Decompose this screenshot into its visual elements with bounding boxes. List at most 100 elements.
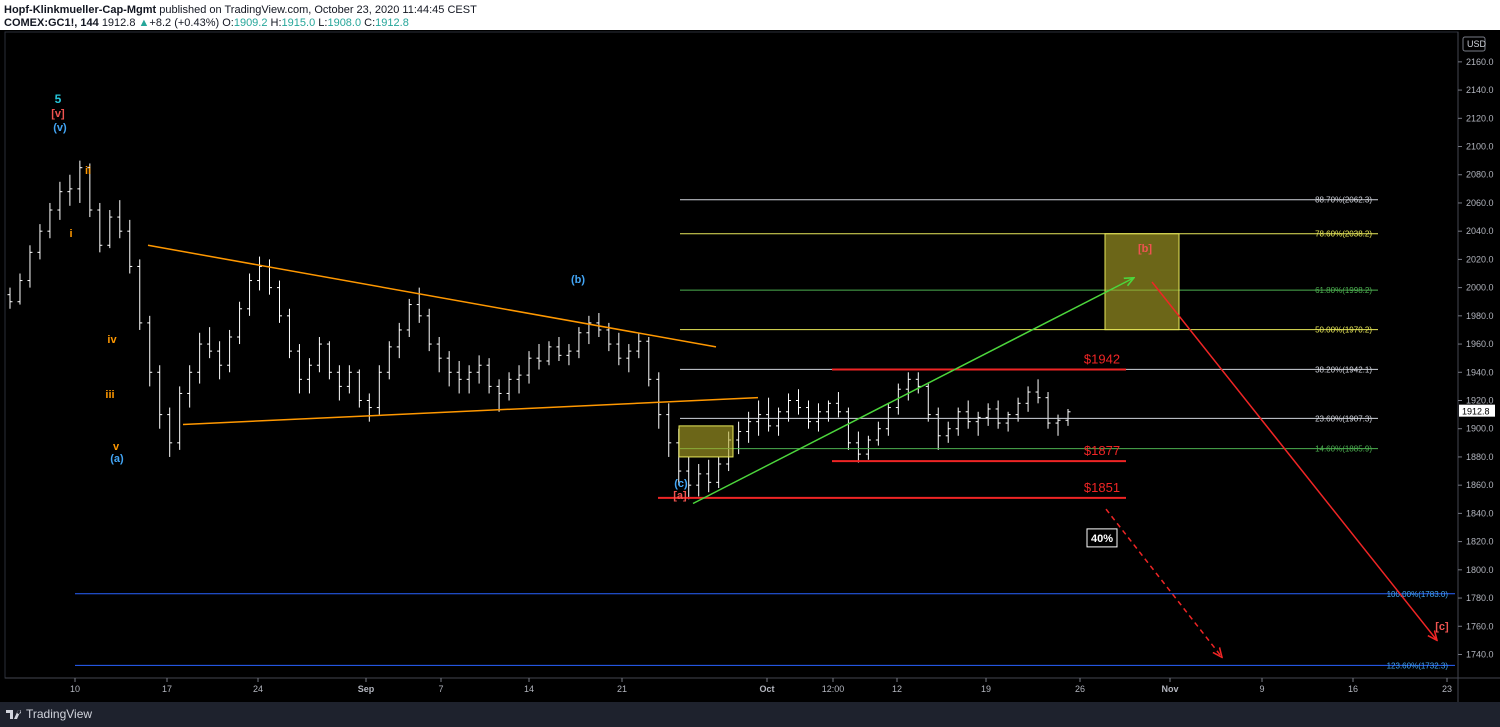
fib-level-label: 100.00%(1783.0) [1387, 590, 1449, 599]
candle [1045, 392, 1051, 429]
time-tick-label: 23 [1442, 684, 1452, 694]
fib-level-label: 78.60%(2038.2) [1315, 230, 1372, 239]
price-tick-label: 1880.0 [1466, 452, 1494, 462]
candle [346, 365, 352, 394]
candle [167, 407, 173, 457]
price-tick-label: 1940.0 [1466, 367, 1494, 377]
candle [596, 313, 602, 338]
last-price-tag-label: 1912.8 [1462, 407, 1490, 417]
probability-label: 40% [1091, 533, 1113, 545]
candle [935, 407, 941, 450]
candle [396, 322, 402, 359]
time-tick-label: Sep [358, 684, 375, 694]
candle [336, 365, 342, 401]
time-tick-label: 26 [1075, 684, 1085, 694]
fib-level-label: 23.60%(1907.3) [1315, 414, 1372, 423]
candle [526, 351, 532, 384]
candle [296, 344, 302, 394]
wave-label: (c) [674, 478, 688, 490]
open-value: 1909.2 [233, 17, 268, 29]
triangle-lower-line [182, 396, 759, 426]
candle [47, 202, 53, 239]
candle [516, 365, 522, 394]
candle [97, 202, 103, 253]
chart-area[interactable]: 88.70%(2062.3) 78.60%(2038.2) 61.80%(1998.… [0, 30, 1500, 702]
wave-label: v [113, 441, 120, 453]
price-tick-label: 1980.0 [1466, 311, 1494, 321]
price-chart[interactable]: 88.70%(2062.3) 78.60%(2038.2) 61.80%(1998.… [0, 30, 1500, 702]
candle [845, 407, 851, 450]
price-tick-label: 1860.0 [1466, 480, 1494, 490]
candle [446, 351, 452, 387]
candle [995, 400, 1001, 429]
close-label: C: [364, 17, 376, 29]
high-value: 1915.0 [281, 17, 316, 29]
chart-header: Hopf-Klinkmueller-Cap-Mgmt published on … [0, 0, 1500, 30]
price-tick-label: 1840.0 [1466, 508, 1494, 518]
bullish-arrow [692, 278, 1134, 505]
candle [666, 403, 672, 457]
price-tick-label: 2080.0 [1466, 170, 1494, 180]
candle [117, 200, 123, 239]
candle [855, 431, 861, 463]
candle [316, 337, 322, 373]
publisher-name[interactable]: Hopf-Klinkmueller-Cap-Mgmt [4, 4, 157, 16]
candle [366, 393, 372, 422]
price-line-label: $1877 [1084, 443, 1120, 458]
price-tick-label: 1960.0 [1466, 339, 1494, 349]
axis-layer: 2160.0 2140.0 2120.0 2100.0 2080.0 2060.0 2040… [4, 31, 1500, 702]
published-text: published on TradingView.com, October 23… [159, 4, 477, 16]
time-tick-label: Oct [759, 684, 774, 694]
price-tick-label: 1780.0 [1466, 593, 1494, 603]
candle [536, 344, 542, 370]
candle [616, 332, 622, 366]
candle [476, 355, 482, 384]
wave-label: [b] [1138, 243, 1152, 255]
candle [87, 163, 93, 218]
plot-frame [4, 31, 1459, 679]
price-tick-label: 1900.0 [1466, 424, 1494, 434]
price-tick-label: 2020.0 [1466, 254, 1494, 264]
wave-label: 5 [55, 92, 62, 106]
fib-level-label: 14.60%(1885.9) [1315, 445, 1372, 454]
price-tick-label: 2120.0 [1466, 113, 1494, 123]
candle [805, 400, 811, 429]
candle [436, 337, 442, 373]
time-tick-label: 12:00 [822, 684, 845, 694]
time-tick-label: 12 [892, 684, 902, 694]
candle [107, 210, 113, 249]
candle [7, 287, 13, 309]
candle [965, 400, 971, 429]
candle [686, 456, 692, 500]
candle [865, 435, 871, 460]
tradingview-logo-icon [6, 710, 22, 719]
tradingview-brand[interactable]: TradingView [26, 707, 93, 721]
candle [177, 386, 183, 450]
candle [267, 259, 273, 295]
candle [257, 256, 263, 291]
fib-level-label: 123.60%(1732.3) [1387, 661, 1449, 670]
price-tick-label: 1760.0 [1466, 621, 1494, 631]
price-tick-label: 1920.0 [1466, 396, 1494, 406]
price-line-label: $1851 [1084, 480, 1120, 495]
symbol-name[interactable]: COMEX:GC1!, 144 [4, 17, 99, 29]
candle [77, 160, 83, 203]
candle [127, 219, 133, 274]
candle [137, 259, 143, 330]
support-zone-box [678, 425, 734, 458]
candle [1015, 397, 1021, 422]
candle [207, 327, 213, 359]
price-tick-label: 1740.0 [1466, 649, 1494, 659]
candle [57, 181, 63, 220]
wave-label: [c] [1435, 621, 1449, 633]
candle [147, 315, 153, 387]
wave-label: (v) [53, 122, 67, 134]
price-tick-label: 2060.0 [1466, 198, 1494, 208]
price-line-label: $1942 [1084, 351, 1120, 366]
candle [796, 389, 802, 415]
candle [576, 327, 582, 359]
time-tick-label: 24 [253, 684, 263, 694]
candle [27, 245, 33, 288]
fib-level-label: 88.70%(2062.3) [1315, 196, 1372, 205]
candle [1005, 411, 1011, 432]
